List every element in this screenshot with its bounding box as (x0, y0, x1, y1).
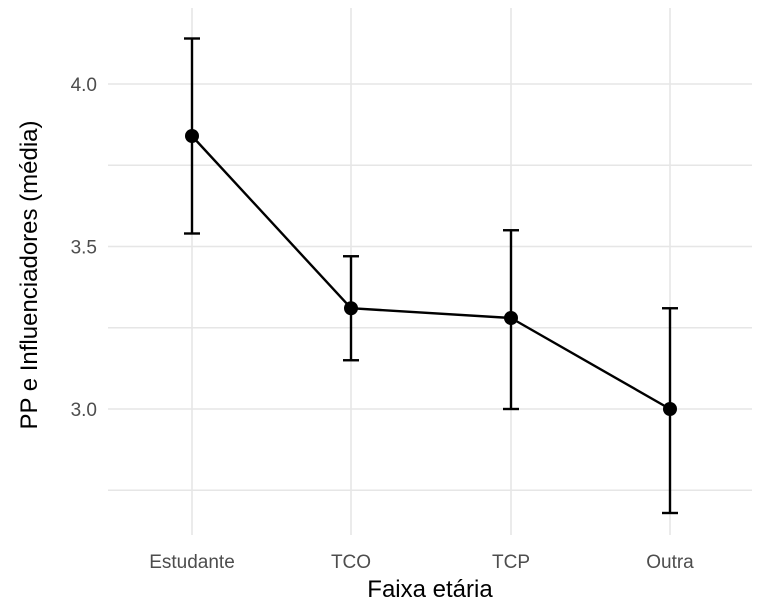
x-tick-label: TCP (492, 552, 530, 573)
data-point (504, 311, 518, 325)
series-line (191, 135, 671, 411)
y-tick-labels: 3.0 3.5 4.0 (71, 75, 97, 421)
y-axis-title: PP e Influenciadores (média) (16, 120, 43, 429)
error-bar-layer (184, 37, 678, 515)
data-point (185, 129, 199, 143)
series-line-layer (191, 135, 671, 411)
x-tick-label: Outra (646, 552, 694, 573)
data-point (344, 301, 358, 316)
data-point (663, 402, 677, 416)
y-tick-label: 3.0 (71, 400, 97, 421)
grid-layer (108, 8, 752, 535)
y-tick-label: 4.0 (71, 75, 97, 96)
point-layer (185, 129, 677, 416)
x-axis-title: Faixa etária (367, 576, 493, 603)
x-tick-labels: Estudante TCO TCP Outra (149, 552, 694, 573)
y-tick-label: 3.5 (71, 238, 97, 259)
x-tick-label: Estudante (149, 552, 235, 573)
x-tick-label: TCO (331, 552, 371, 573)
